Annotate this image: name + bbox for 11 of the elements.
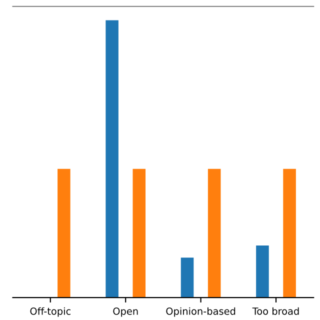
- bar: [256, 245, 269, 298]
- bar: [132, 168, 146, 298]
- bar: [180, 258, 194, 298]
- x-tick-label: Off-topic: [30, 307, 71, 317]
- x-tick-label: Opinion-based: [166, 307, 236, 317]
- bar: [208, 168, 221, 298]
- bar: [283, 168, 296, 298]
- bar: [106, 20, 118, 298]
- bar: [58, 168, 70, 298]
- x-tick-label: Open: [113, 307, 138, 317]
- x-tick-label: Too broad: [252, 307, 299, 315]
